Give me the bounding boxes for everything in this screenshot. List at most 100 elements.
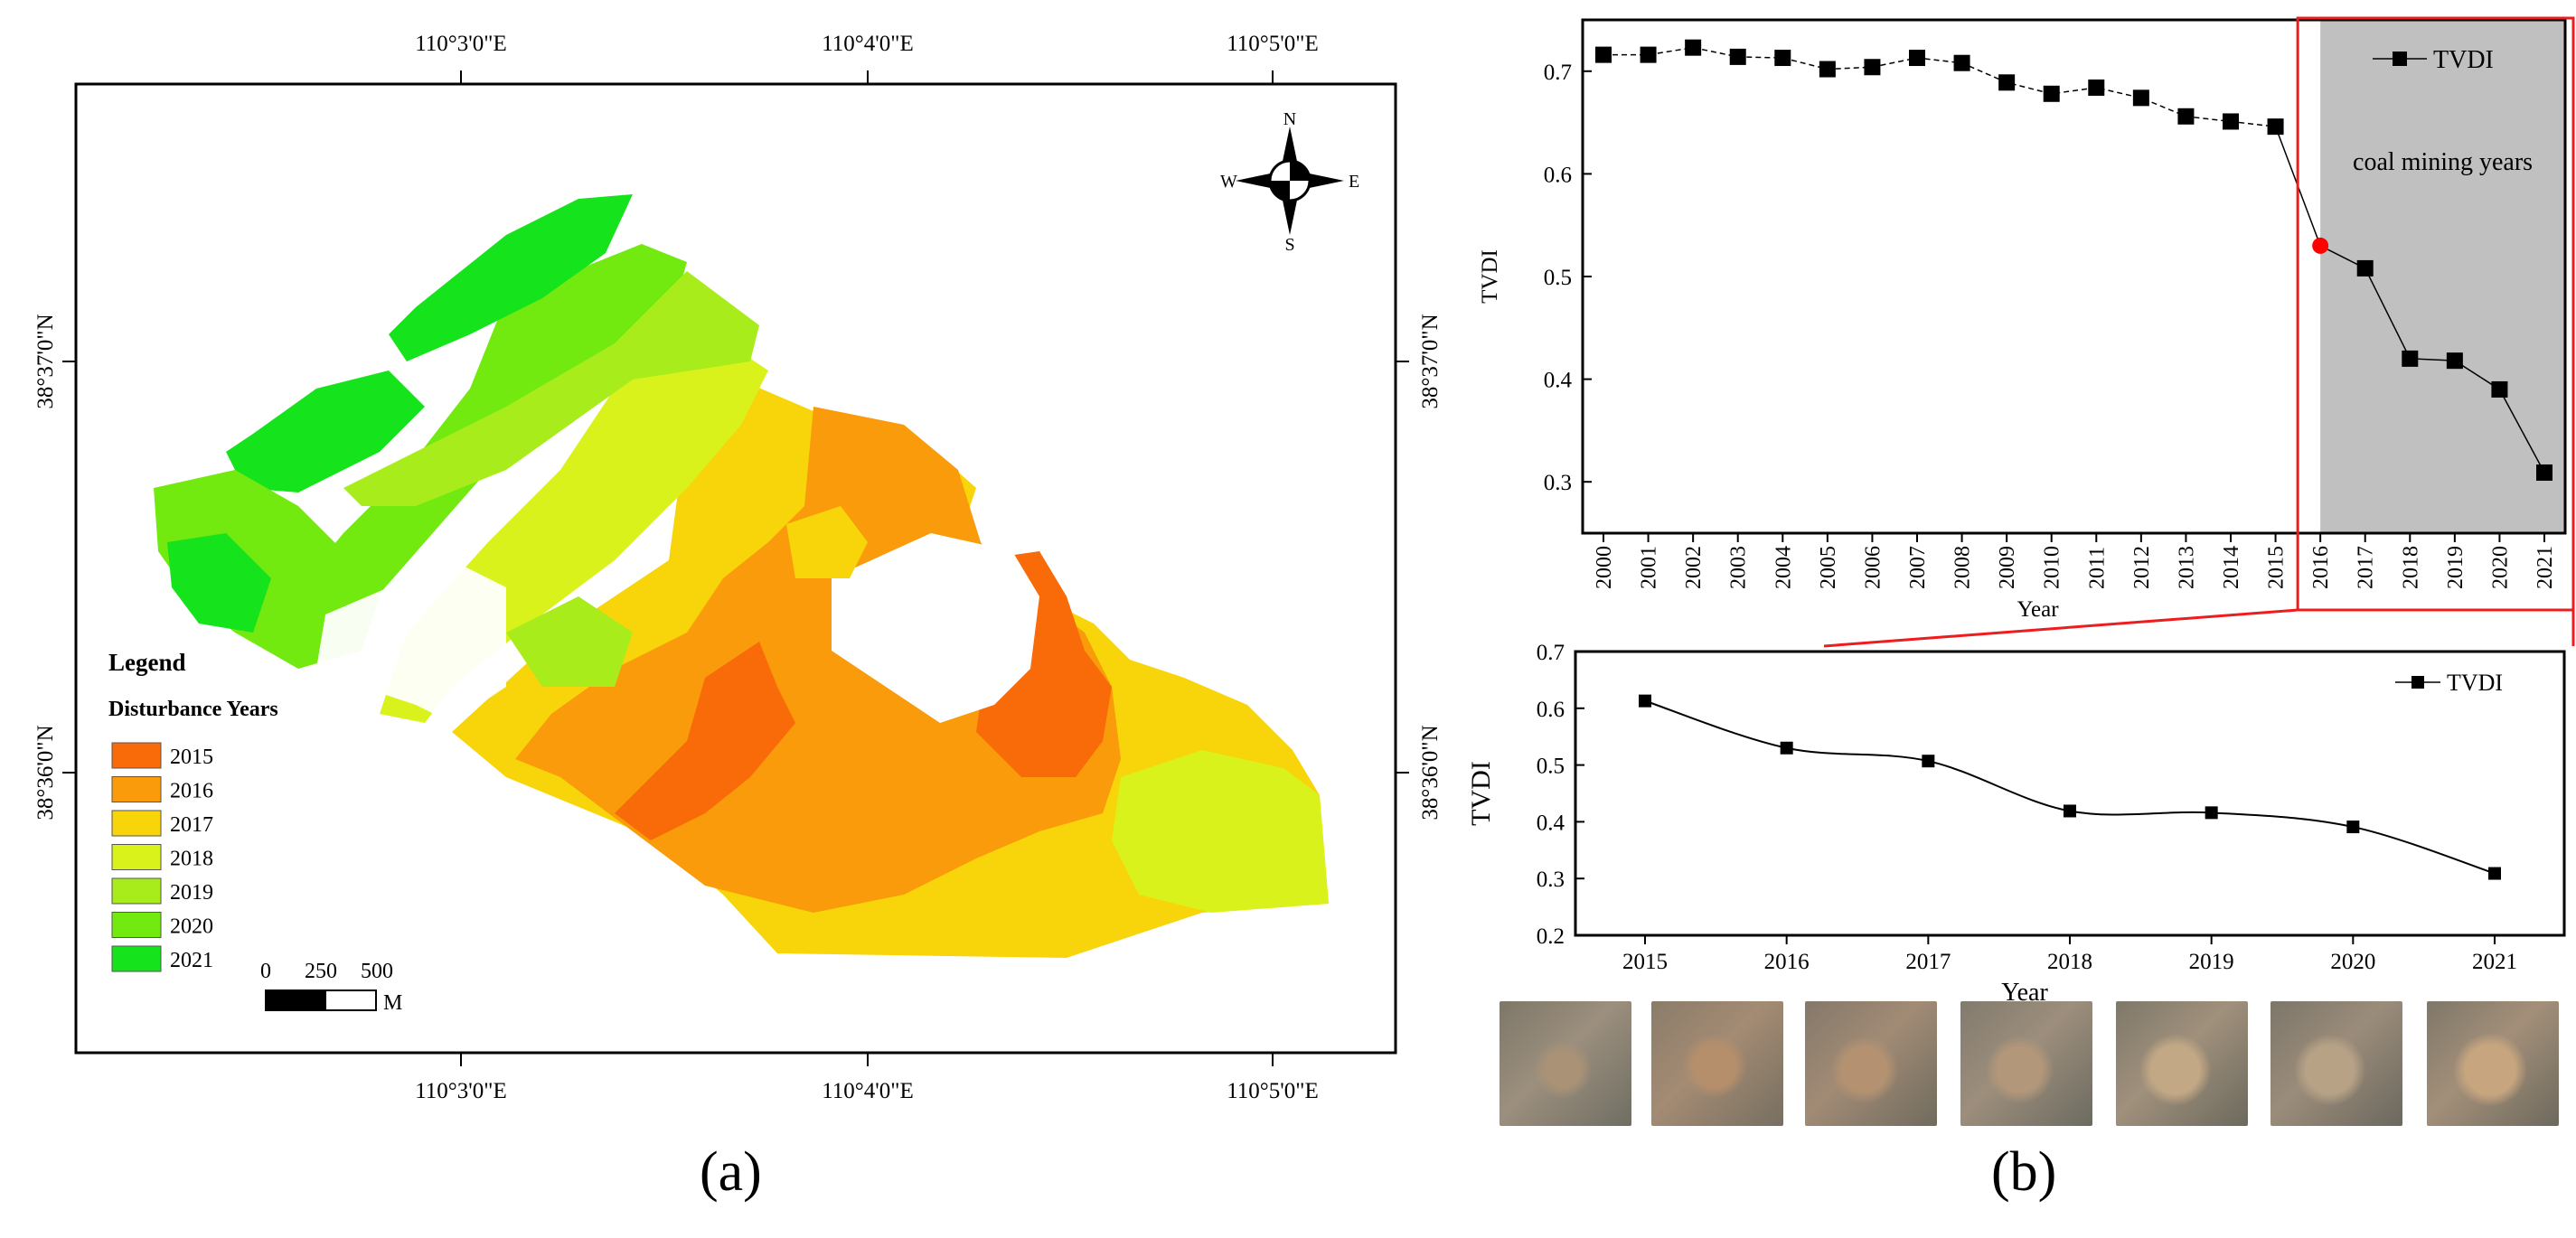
chart1-point [1998,74,2016,91]
chart1-point [1953,54,1970,71]
chart2-xtick-label: 2017 [1905,950,1951,974]
compass-n: N [1283,109,1296,129]
chart2-xtick-label: 2018 [2047,950,2092,974]
legend-year-2016: 2016 [170,780,213,803]
lon-label-bottom-3: 110°5'0"E [1227,1079,1319,1103]
map-ticks [62,70,1409,1066]
satellite-thumb-2016 [1651,1001,1783,1126]
lat-label-left-2: 38°36'0"N [33,725,58,820]
lat-label-right-1: 38°37'0"N [1418,314,1443,408]
chart1-ytick-label: 0.3 [1544,471,1572,495]
chart2-ytick-label: 0.4 [1537,811,1565,835]
legend-swatch-2016 [111,776,162,802]
chart2-ytick-label: 0.5 [1537,755,1565,779]
chart1-point [2132,89,2149,107]
legend-subtitle: Disturbance Years [108,698,278,721]
chart1-xtick-label: 2018 [2399,546,2422,589]
chart2-point [2488,867,2501,880]
chart1-xtick-label: 2008 [1951,546,1975,589]
disturbance-map-panel: 110°3'0"E 110°4'0"E 110°5'0"E 110°3'0"E … [33,32,1443,1103]
chart1-xlabel: Year [2017,597,2059,622]
legend-swatch-2021 [111,945,162,972]
chart1-xtick-label: 2016 [2309,546,2333,589]
chart1-xtick-label: 2002 [1682,546,1706,589]
chart2-ytick-label: 0.7 [1537,641,1565,665]
lon-label-top-3: 110°5'0"E [1227,32,1319,56]
chart2-legend-label: TVDI [2447,670,2503,696]
chart1-point [1774,50,1791,67]
chart2-point [2205,806,2218,820]
chart1-xtick-label: 2015 [2265,546,2289,589]
chart1-point [1864,59,1881,76]
compass-rose-icon [1236,127,1344,235]
chart1-point [1909,50,1925,67]
legend-swatch-2019 [111,877,162,905]
chart1-point [2491,380,2508,398]
tvdi-charts-panel: 0.3 0.4 0.5 0.6 0.7 2000 2001 2002 2003 2004 2005… [1446,0,2576,1139]
chart1-ytick-label: 0.5 [1544,266,1572,290]
chart1-points [1595,39,2552,481]
chart2-xtick-label: 2015 [1622,950,1668,974]
chart1-legend-label: TVDI [2433,46,2494,74]
panel-label-b: (b) [1991,1141,2057,1203]
compass-s: S [1284,235,1294,255]
chart1-point [2088,79,2105,96]
chart1-point [2446,352,2463,370]
chart2-frame [1574,650,2566,937]
legend-title: Legend [108,649,186,676]
chart2-point [2346,821,2360,834]
chart1-x-ticks: 2000 2001 2002 2003 2004 2005 2006 2007 2008 2009… [1593,533,2557,589]
coal-mining-years-label: coal mining years [2353,148,2533,176]
chart1-xtick-label: 2004 [1772,546,1795,589]
zoom-connector-left [1823,608,2299,648]
chart2-point [1639,694,1651,708]
mining-zoom-box [2296,16,2575,612]
disturbance-regions [154,194,1329,958]
chart2-ytick-label: 0.6 [1537,698,1565,722]
legend-swatch-2018 [111,844,162,870]
chart2-point [2064,804,2076,818]
chart1-xtick-label: 2007 [1906,546,1930,589]
chart1-point [2402,350,2419,367]
lat-label-right-2: 38°36'0"N [1418,725,1443,820]
chart2-series-curve [1644,699,2496,875]
chart2-xtick-label: 2020 [2330,950,2375,974]
chart1-xtick-label: 2010 [2041,546,2064,589]
chart1-point [1819,61,1836,78]
chart2-ylabel: TVDI [1466,761,1496,826]
scalebar-unit: M [383,991,402,1015]
chart2-ytick-label: 0.2 [1537,924,1565,949]
chart2-xtick-label: 2021 [2472,950,2517,974]
chart1-xtick-label: 2014 [2220,546,2243,589]
legend-year-2015: 2015 [170,746,213,769]
chart1-point [2043,85,2060,102]
legend-swatch-2015 [111,742,162,769]
satellite-thumb-2018 [1960,1001,2092,1126]
chart1-point-highlight [2312,237,2329,254]
chart1-xtick-label: 2011 [2085,547,2109,589]
scalebar-tick-250: 250 [305,960,337,983]
chart1-xtick-label: 2005 [1817,546,1840,589]
chart1-y-ticks: 0.3 0.4 0.5 0.6 0.7 [1544,61,1592,495]
lon-label-top-2: 110°4'0"E [822,32,914,56]
tvdi-chart-2015-2021: 0.20.30.40.50.60.7 2015 2016 2017 2018 2019 2… [1466,641,2566,1007]
satellite-thumb-2020 [2270,1001,2402,1126]
chart1-xtick-label: 2009 [1996,546,2019,589]
satellite-thumb-2019 [2116,1001,2248,1126]
legend-swatch-2020 [111,912,162,938]
legend-year-2018: 2018 [170,848,213,871]
chart2-x-ticks: 2015 2016 2017 2018 2019 2020 2021 [1622,935,2517,974]
chart1-ytick-label: 0.6 [1544,163,1572,187]
tvdi-chart-2000-2021: 0.3 0.4 0.5 0.6 0.7 2000 2001 2002 2003 2004 2005… [1478,16,2575,648]
chart2-y-ticks: 0.2 0.3 0.4 0.5 0.6 0.7 [1537,641,1584,949]
chart2-legend: TVDI [2395,670,2503,696]
chart1-series-line [1603,46,2276,127]
scalebar [265,989,377,1011]
chart1-point [2356,259,2374,277]
satellite-thumb-2017 [1805,1001,1937,1126]
chart1-xtick-label: 2017 [2355,546,2378,589]
chart1-xtick-label: 2006 [1861,546,1885,589]
chart2-point [1780,741,1793,755]
legend-year-2020: 2020 [170,915,213,939]
compass-w: W [1220,172,1237,192]
